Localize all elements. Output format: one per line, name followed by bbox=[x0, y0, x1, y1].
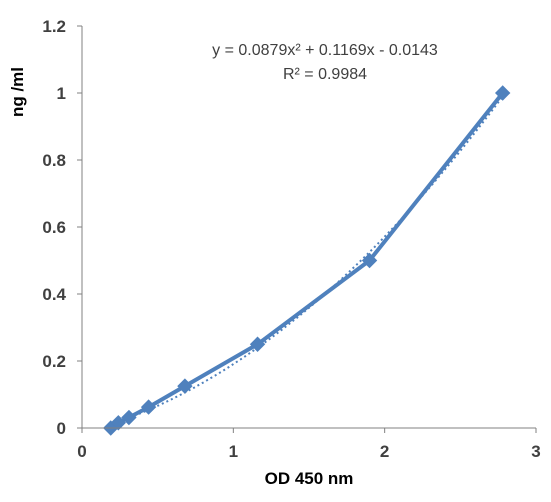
y-tick-label: 0 bbox=[57, 419, 66, 438]
y-tick-label: 0.8 bbox=[42, 151, 66, 170]
r-squared-annotation: R² = 0.9984 bbox=[283, 66, 367, 83]
x-tick-label: 3 bbox=[531, 442, 540, 461]
tick-labels: 0 0.2 0.4 0.6 0.8 1 1.2 0 1 2 3 bbox=[42, 17, 540, 461]
y-tick-label: 1 bbox=[57, 84, 66, 103]
data-point bbox=[361, 252, 378, 269]
axes bbox=[77, 25, 537, 433]
data-point bbox=[494, 85, 511, 101]
data-point bbox=[177, 378, 193, 394]
x-tick-label: 0 bbox=[77, 442, 86, 461]
x-tick-label: 1 bbox=[229, 442, 238, 461]
y-tick-label: 0.6 bbox=[42, 218, 66, 237]
x-axis-title: OD 450 nm bbox=[265, 469, 354, 488]
y-tick-label: 1.2 bbox=[42, 17, 66, 36]
series-line bbox=[109, 91, 505, 430]
trendline-layer bbox=[110, 95, 504, 426]
trendline bbox=[110, 95, 504, 426]
y-tick-label: 0.4 bbox=[42, 285, 66, 304]
x-tick-label: 2 bbox=[380, 442, 389, 461]
data-point bbox=[110, 415, 127, 431]
y-tick-label: 0.2 bbox=[42, 352, 66, 371]
y-axis-title: ng /ml bbox=[8, 67, 27, 117]
equation-annotation: y = 0.0879x² + 0.1169x - 0.0143 bbox=[212, 42, 438, 59]
data-point bbox=[121, 409, 137, 426]
series-layer bbox=[103, 85, 511, 436]
data-point bbox=[140, 399, 157, 415]
data-point bbox=[249, 336, 266, 352]
